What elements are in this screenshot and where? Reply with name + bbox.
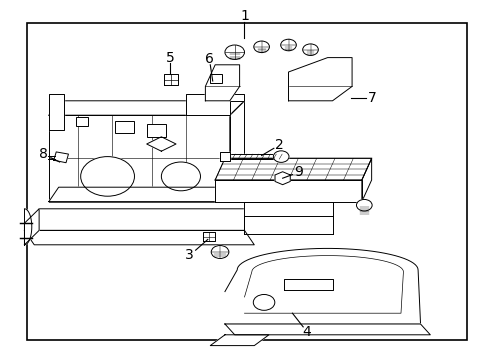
Polygon shape — [54, 152, 68, 163]
Bar — [27, 23, 466, 340]
Polygon shape — [49, 101, 244, 115]
Polygon shape — [229, 101, 244, 202]
Text: 7: 7 — [367, 91, 376, 105]
Circle shape — [253, 41, 269, 53]
Text: 8: 8 — [39, 147, 47, 161]
Text: 5: 5 — [165, 51, 174, 64]
Polygon shape — [24, 230, 254, 245]
Polygon shape — [49, 115, 229, 202]
Polygon shape — [49, 94, 63, 130]
Polygon shape — [288, 58, 351, 101]
Polygon shape — [203, 232, 215, 241]
Polygon shape — [24, 209, 32, 245]
Polygon shape — [274, 172, 290, 185]
Text: 2: 2 — [275, 138, 284, 152]
Circle shape — [253, 294, 274, 310]
Text: 4: 4 — [302, 325, 311, 339]
Bar — [210, 74, 222, 83]
Polygon shape — [185, 94, 244, 115]
Polygon shape — [146, 137, 176, 151]
Circle shape — [81, 157, 134, 196]
Circle shape — [161, 162, 200, 191]
Text: 1: 1 — [240, 9, 248, 23]
Circle shape — [302, 44, 318, 55]
Polygon shape — [163, 74, 178, 85]
Text: 3: 3 — [185, 248, 194, 262]
Bar — [76, 117, 88, 126]
Circle shape — [224, 45, 244, 59]
Polygon shape — [215, 158, 371, 180]
Polygon shape — [49, 187, 244, 202]
Polygon shape — [244, 202, 332, 216]
Polygon shape — [224, 324, 429, 335]
Polygon shape — [220, 154, 283, 159]
Text: 6: 6 — [204, 53, 213, 66]
Circle shape — [356, 199, 371, 211]
Polygon shape — [210, 335, 268, 346]
Circle shape — [211, 246, 228, 258]
Polygon shape — [24, 209, 39, 245]
Text: 9: 9 — [293, 165, 302, 179]
Bar — [146, 124, 166, 137]
Polygon shape — [361, 158, 371, 202]
Polygon shape — [283, 279, 332, 290]
Polygon shape — [220, 152, 229, 161]
Polygon shape — [205, 65, 239, 101]
Polygon shape — [24, 209, 244, 230]
Circle shape — [280, 39, 296, 51]
Circle shape — [273, 151, 288, 162]
Polygon shape — [224, 248, 420, 324]
Bar — [115, 121, 134, 133]
Polygon shape — [215, 180, 361, 202]
